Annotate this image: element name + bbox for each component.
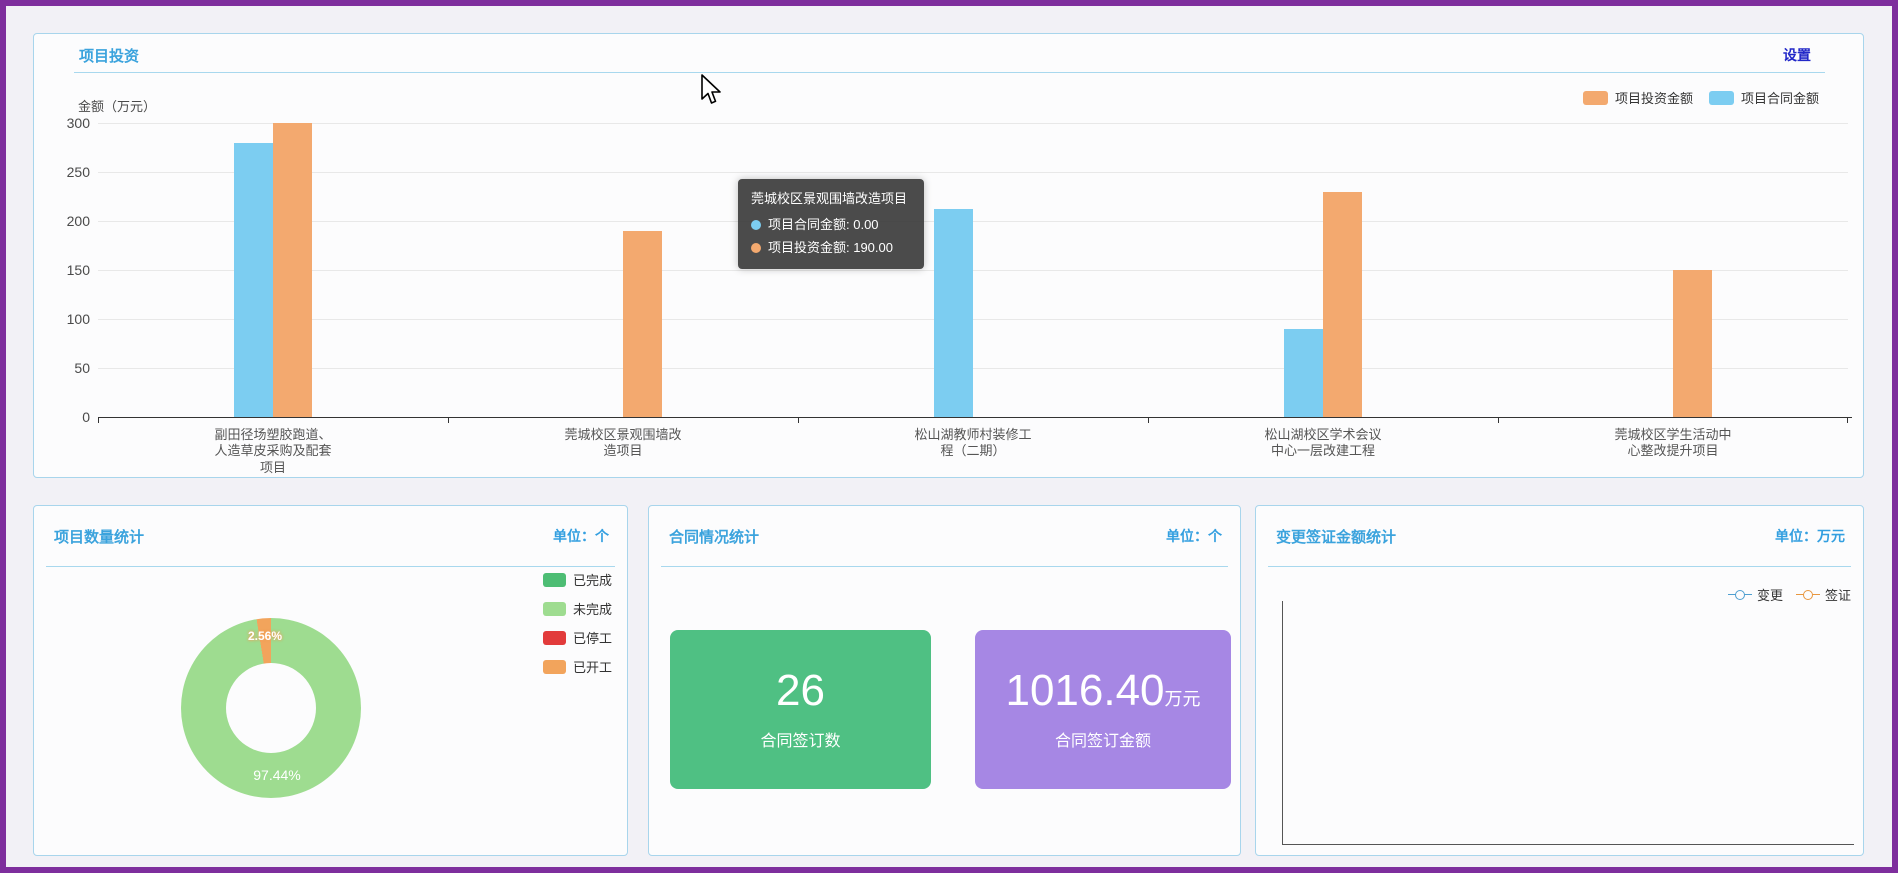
stat-value: 1016.40万元 bbox=[1005, 665, 1201, 715]
tooltip-row: 项目合同金额: 0.00 bbox=[751, 214, 911, 237]
change-visa-panel: 变更签证金额统计 单位：万元 变更 签证 bbox=[1255, 505, 1864, 856]
tooltip-title: 莞城校区景观围墙改造项目 bbox=[751, 191, 908, 206]
legend-label: 已完成 bbox=[572, 573, 612, 588]
contract-panel: 合同情况统计 单位：个 26 合同签订数 1016.40万元 合同签订金额 bbox=[648, 505, 1241, 856]
x-axis-tick bbox=[98, 418, 99, 423]
y-axis-title: 金额（万元） bbox=[78, 99, 157, 114]
bar-项目合同金额-1[interactable] bbox=[234, 142, 273, 417]
legend-label: 项目合同金额 bbox=[1740, 91, 1819, 106]
marker-circle bbox=[1734, 589, 1745, 600]
bar-项目投资金额-2[interactable] bbox=[623, 230, 662, 417]
tooltip-row-text: 项目合同金额: 0.00 bbox=[768, 217, 879, 232]
x-axis-line bbox=[98, 417, 1852, 418]
x-axis-tick bbox=[798, 418, 799, 423]
x-axis-tick bbox=[448, 418, 449, 423]
legend-swatch bbox=[1582, 90, 1608, 105]
pie-slice-label-big: 97.44% bbox=[253, 767, 301, 783]
unit-label: 单位：个 bbox=[553, 528, 609, 544]
legend-label: 变更 bbox=[1756, 588, 1783, 603]
y-axis-tick-label: 100 bbox=[66, 311, 90, 327]
header-divider bbox=[46, 566, 615, 567]
x-axis-label: 莞城校区学生活动中心整改提升项目 bbox=[1614, 427, 1732, 459]
legend-item-已完成[interactable]: 已完成 bbox=[542, 570, 612, 589]
unit-label: 单位：个 bbox=[1166, 528, 1222, 544]
x-axis-label: 松山湖校区学术会议中心一层改建工程 bbox=[1264, 427, 1382, 459]
x-axis-tick bbox=[1847, 418, 1848, 423]
gridline-300 bbox=[98, 123, 1848, 124]
gridline-50 bbox=[98, 368, 1848, 369]
x-axis-label: 副田径场塑胶跑道、人造草皮采购及配套项目 bbox=[214, 427, 332, 475]
bar-chart-legend: 项目投资金额 项目合同金额 bbox=[1582, 88, 1819, 107]
legend-label: 未完成 bbox=[572, 602, 612, 617]
header-divider bbox=[661, 566, 1228, 567]
line-legend-item-变更[interactable]: 变更 bbox=[1727, 585, 1783, 604]
bar-项目投资金额-5[interactable] bbox=[1673, 270, 1712, 417]
bar-项目合同金额-3[interactable] bbox=[934, 209, 973, 417]
stat-label: 合同签订金额 bbox=[1054, 732, 1151, 750]
y-axis-tick-label: 50 bbox=[74, 360, 90, 376]
legend-item-已停工[interactable]: 已停工 bbox=[542, 628, 612, 647]
bar-plot: 0 50 100 150 200 250 300 副田径场塑胶跑道、人造草皮采购及配套项目 莞城… bbox=[67, 115, 1852, 475]
bar-项目投资金额-1[interactable] bbox=[273, 123, 312, 417]
y-axis-tick-label: 150 bbox=[66, 262, 90, 278]
panel-title: 项目数量统计 bbox=[54, 529, 145, 546]
legend-item-已开工[interactable]: 已开工 bbox=[542, 657, 612, 676]
header-divider bbox=[1268, 566, 1851, 567]
empty-chart-y-axis bbox=[1282, 601, 1283, 844]
settings-link[interactable]: 设置 bbox=[1783, 47, 1811, 63]
bar-项目合同金额-4[interactable] bbox=[1284, 328, 1323, 417]
line-series-marker bbox=[1727, 589, 1752, 600]
project-count-panel: 项目数量统计 单位：个 已完成未完成已停工已开工 2.56% 97.44% bbox=[33, 505, 628, 856]
legend-label: 项目投资金额 bbox=[1614, 91, 1693, 106]
tooltip-row: 项目投资金额: 190.00 bbox=[751, 237, 911, 260]
legend-item-项目合同金额[interactable]: 项目合同金额 bbox=[1708, 88, 1819, 107]
line-legend-item-签证[interactable]: 签证 bbox=[1795, 585, 1851, 604]
x-axis-tick bbox=[1498, 418, 1499, 423]
legend-swatch bbox=[542, 630, 566, 645]
gridline-150 bbox=[98, 270, 1848, 271]
x-axis-label: 松山湖教师村装修工程（二期） bbox=[914, 427, 1032, 459]
series-dot-contract bbox=[751, 220, 761, 231]
pie-slice-label-small: 2.56% bbox=[247, 629, 283, 643]
stat-label: 合同签订数 bbox=[760, 732, 841, 750]
stat-card-contract-count: 26 合同签订数 bbox=[670, 630, 931, 789]
legend-label: 已开工 bbox=[572, 660, 612, 675]
y-axis-tick-label: 300 bbox=[66, 115, 90, 131]
unit-label: 单位：万元 bbox=[1775, 528, 1845, 544]
panel-title: 变更签证金额统计 bbox=[1276, 529, 1397, 546]
mouse-cursor bbox=[701, 74, 721, 104]
legend-swatch bbox=[542, 601, 566, 616]
legend-swatch bbox=[542, 572, 566, 587]
empty-chart-x-axis bbox=[1282, 844, 1854, 845]
legend-item-未完成[interactable]: 未完成 bbox=[542, 599, 612, 618]
legend-swatch bbox=[542, 659, 566, 674]
marker-circle bbox=[1802, 589, 1813, 600]
legend-swatch bbox=[1708, 90, 1734, 105]
pie-legend: 已完成未完成已停工已开工 bbox=[542, 570, 612, 676]
x-axis-tick bbox=[1148, 418, 1149, 423]
donut-hole bbox=[226, 663, 316, 753]
panel-title: 项目投资 bbox=[79, 48, 140, 65]
investment-panel: 项目投资 设置 金额（万元） 项目投资金额 项目合同金额 0 50 100 150 200… bbox=[33, 33, 1864, 478]
line-series-marker bbox=[1795, 589, 1820, 600]
y-axis-tick-label: 250 bbox=[66, 164, 90, 180]
header-divider bbox=[74, 72, 1825, 73]
chart-tooltip: 莞城校区景观围墙改造项目 项目合同金额: 0.00 项目投资金额: 190.00 bbox=[738, 179, 924, 269]
gridline-250 bbox=[98, 172, 1848, 173]
panel-title: 合同情况统计 bbox=[669, 529, 760, 546]
legend-item-项目投资金额[interactable]: 项目投资金额 bbox=[1582, 88, 1693, 107]
legend-label: 已停工 bbox=[572, 631, 612, 646]
line-chart-legend: 变更 签证 bbox=[1727, 585, 1851, 604]
series-dot-investment bbox=[751, 243, 761, 254]
x-axis-label: 莞城校区景观围墙改造项目 bbox=[564, 427, 682, 459]
bar-项目投资金额-4[interactable] bbox=[1323, 191, 1362, 417]
stat-value: 26 bbox=[776, 665, 825, 715]
y-axis-tick-label: 0 bbox=[82, 409, 90, 425]
legend-label: 签证 bbox=[1824, 588, 1851, 603]
gridline-100 bbox=[98, 319, 1848, 320]
tooltip-row-text: 项目投资金额: 190.00 bbox=[768, 239, 893, 255]
gridline-200 bbox=[98, 221, 1848, 222]
y-axis-tick-label: 200 bbox=[66, 213, 90, 229]
stat-card-contract-amount: 1016.40万元 合同签订金额 bbox=[975, 630, 1231, 789]
